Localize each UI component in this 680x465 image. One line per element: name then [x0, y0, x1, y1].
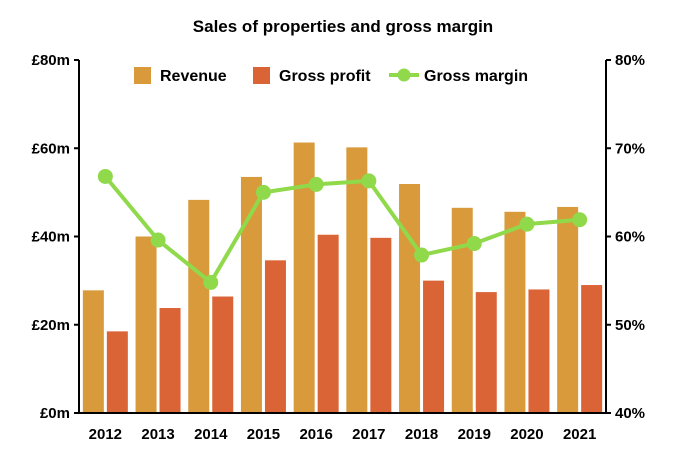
right-tick-label: 70%: [615, 140, 645, 157]
left-tick-label: £80m: [32, 52, 70, 69]
x-tick-label: 2015: [247, 426, 280, 443]
axes-layer: £0m £20m £40m £60m £80m 40% 50% 60% 70% 80% 2012 20…: [32, 52, 645, 443]
gross-margin-point-2014: [203, 274, 219, 290]
revenue-bar-2014: [188, 199, 210, 413]
legend-swatch-revenue: [134, 67, 151, 84]
revenue-bar-2019: [451, 207, 473, 413]
x-tick-label: 2019: [458, 426, 491, 443]
x-tick-label: 2013: [141, 426, 174, 443]
gross-margin-point-2019: [466, 236, 482, 252]
x-tick-label: 2017: [352, 426, 385, 443]
gross-margin-point-2016: [308, 176, 324, 192]
gross-margin-point-2021: [572, 212, 588, 228]
revenue-bar-2015: [240, 176, 262, 413]
right-tick-label: 80%: [615, 52, 645, 69]
left-tick-label: £0m: [40, 405, 70, 422]
chart-title: Sales of properties and gross margin: [193, 17, 493, 36]
gross-profit-bar-2017: [370, 237, 392, 413]
revenue-bar-2021: [557, 206, 579, 413]
legend-swatch-gross-profit: [253, 67, 270, 84]
gross-margin-point-2018: [414, 247, 430, 263]
right-tick-label: 60%: [615, 229, 645, 246]
legend-label-gross-margin: Gross margin: [424, 68, 528, 85]
gross-margin-point-2015: [255, 184, 271, 200]
gross-margin-point-2020: [519, 216, 535, 232]
gross-profit-bar-2012: [106, 331, 128, 413]
revenue-bar-2018: [399, 183, 421, 413]
gross-profit-bar-2018: [423, 280, 445, 413]
left-tick-label: £60m: [32, 140, 70, 157]
x-tick-label: 2016: [299, 426, 332, 443]
right-tick-label: 50%: [615, 317, 645, 334]
revenue-bar-2012: [82, 290, 104, 413]
revenue-bar-2017: [346, 147, 368, 413]
legend-label-gross-profit: Gross profit: [279, 68, 371, 85]
x-tick-label: 2018: [405, 426, 438, 443]
gross-margin-point-2012: [97, 168, 113, 184]
revenue-bar-2013: [135, 236, 157, 413]
left-tick-label: £20m: [32, 317, 70, 334]
revenue-bar-2020: [504, 211, 526, 413]
x-tick-label: 2014: [194, 426, 228, 443]
gross-profit-bar-2020: [528, 289, 550, 413]
line-layer: [97, 168, 588, 290]
gross-profit-bar-2019: [475, 292, 497, 413]
legend-label-revenue: Revenue: [160, 68, 227, 85]
gross-profit-bar-2016: [317, 234, 339, 413]
legend-swatch-marker-gross-margin: [397, 68, 411, 82]
left-tick-label: £40m: [32, 229, 70, 246]
gross-profit-bar-2021: [581, 285, 603, 413]
gross-profit-bar-2013: [159, 307, 181, 413]
revenue-bar-2016: [293, 142, 315, 414]
gross-margin-point-2017: [361, 173, 377, 189]
gross-profit-bar-2015: [264, 260, 286, 413]
x-tick-label: 2020: [510, 426, 543, 443]
legend: Revenue Gross profit Gross margin: [134, 67, 528, 85]
x-tick-label: 2021: [563, 426, 596, 443]
gross-margin-line: [103, 175, 580, 285]
bars-layer: [82, 142, 603, 414]
right-tick-label: 40%: [615, 405, 645, 422]
gross-profit-bar-2014: [212, 296, 234, 413]
gross-margin-point-2013: [150, 232, 166, 248]
x-tick-label: 2012: [89, 426, 122, 443]
